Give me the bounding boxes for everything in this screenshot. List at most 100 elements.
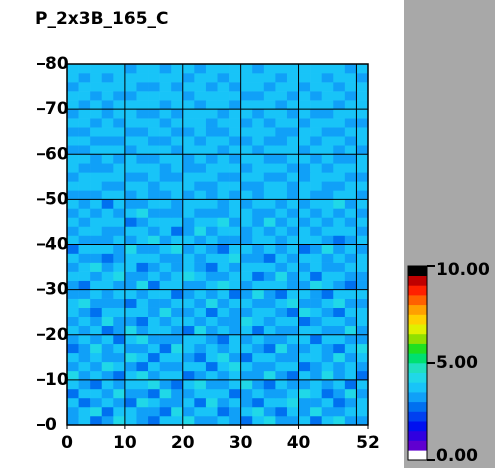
heat-cell xyxy=(321,217,334,227)
heat-cell xyxy=(205,163,218,173)
heat-cell xyxy=(229,217,241,227)
heat-cell xyxy=(275,298,288,308)
heat-cell xyxy=(124,181,137,191)
heat-cell xyxy=(182,73,195,83)
heat-cell xyxy=(298,109,311,119)
colorbar-band xyxy=(408,372,427,383)
heat-cell xyxy=(356,397,369,408)
heat-cell xyxy=(78,136,91,146)
heat-cell xyxy=(263,289,276,299)
heat-cell xyxy=(205,82,218,92)
heat-cell xyxy=(194,388,207,399)
heat-cell xyxy=(171,109,184,119)
heat-cell xyxy=(356,208,369,218)
heat-cell xyxy=(182,325,195,336)
heat-cell xyxy=(113,64,126,74)
heat-cell xyxy=(344,316,357,327)
heat-cell xyxy=(333,271,346,281)
heat-cell xyxy=(286,136,299,146)
heat-cell xyxy=(298,334,311,345)
heat-cell xyxy=(101,64,114,74)
heat-cell xyxy=(90,154,103,164)
heat-cell xyxy=(148,226,160,236)
heat-cell xyxy=(159,64,172,74)
heat-cell xyxy=(67,163,79,173)
heat-cell xyxy=(101,388,114,399)
heat-cell xyxy=(356,280,369,290)
heat-cell xyxy=(321,307,334,317)
heat-cell xyxy=(136,64,149,74)
heat-cell xyxy=(67,361,79,372)
heat-cell xyxy=(136,325,149,336)
heat-cell xyxy=(78,208,91,218)
heat-cell xyxy=(217,298,230,308)
heat-cell xyxy=(298,118,311,128)
heat-cell xyxy=(194,109,207,119)
heat-cell xyxy=(148,181,160,191)
heat-cell xyxy=(182,244,195,254)
heat-cell xyxy=(333,352,346,363)
heat-cell xyxy=(136,280,149,290)
heat-cell xyxy=(229,271,241,281)
heat-cell xyxy=(205,136,218,146)
heat-cell xyxy=(67,181,79,191)
heat-cell xyxy=(101,244,114,254)
heat-cell xyxy=(159,109,172,119)
heat-cell xyxy=(194,181,207,191)
heat-cell xyxy=(113,298,126,308)
heat-cell xyxy=(229,235,241,245)
heat-cell xyxy=(101,307,114,317)
heat-cell xyxy=(78,235,91,245)
heat-cell xyxy=(78,100,91,110)
heat-cell xyxy=(321,127,334,137)
heat-cell xyxy=(194,370,207,381)
heat-cell xyxy=(217,316,230,327)
heat-cell xyxy=(298,100,311,110)
heat-cell xyxy=(159,316,172,327)
heat-cell xyxy=(217,280,230,290)
plot-frame xyxy=(66,63,369,426)
heat-cell xyxy=(90,208,103,218)
heat-cell xyxy=(124,136,137,146)
heat-cell xyxy=(252,370,265,381)
heat-cell xyxy=(310,271,322,281)
y-tick-label: 40 xyxy=(45,235,69,255)
heat-cell xyxy=(356,334,369,345)
heat-cell xyxy=(217,127,230,137)
heat-cell xyxy=(217,262,230,272)
heat-cell xyxy=(159,334,172,345)
heat-cell xyxy=(113,316,126,327)
heat-cell xyxy=(333,235,346,245)
heat-cell xyxy=(205,244,218,254)
heat-cell xyxy=(148,343,160,354)
heat-cell xyxy=(124,145,137,155)
heat-cell xyxy=(263,271,276,281)
heat-cell xyxy=(182,154,195,164)
heat-cell xyxy=(275,334,288,345)
heat-cell xyxy=(67,271,79,281)
heat-cell xyxy=(205,352,218,363)
x-tick-label: 0 xyxy=(61,433,73,453)
heat-cell xyxy=(78,334,91,345)
heat-cell xyxy=(252,271,265,281)
heat-cell xyxy=(90,127,103,137)
heat-cell xyxy=(148,316,160,327)
heat-cell xyxy=(275,172,288,182)
heat-cell xyxy=(321,289,334,299)
heat-cell xyxy=(101,343,114,354)
heat-cell xyxy=(113,217,126,227)
heat-cell xyxy=(101,145,114,155)
heat-cell xyxy=(113,388,126,399)
heat-cell xyxy=(229,208,241,218)
heat-cell xyxy=(321,109,334,119)
heat-cell xyxy=(333,172,346,182)
heat-cell xyxy=(159,298,172,308)
heat-cell xyxy=(159,415,172,426)
heat-cell xyxy=(136,136,149,146)
heat-cell xyxy=(275,136,288,146)
heat-cell xyxy=(159,73,172,83)
heat-cell xyxy=(205,325,218,336)
heat-cell xyxy=(344,325,357,336)
heat-cell xyxy=(321,316,334,327)
